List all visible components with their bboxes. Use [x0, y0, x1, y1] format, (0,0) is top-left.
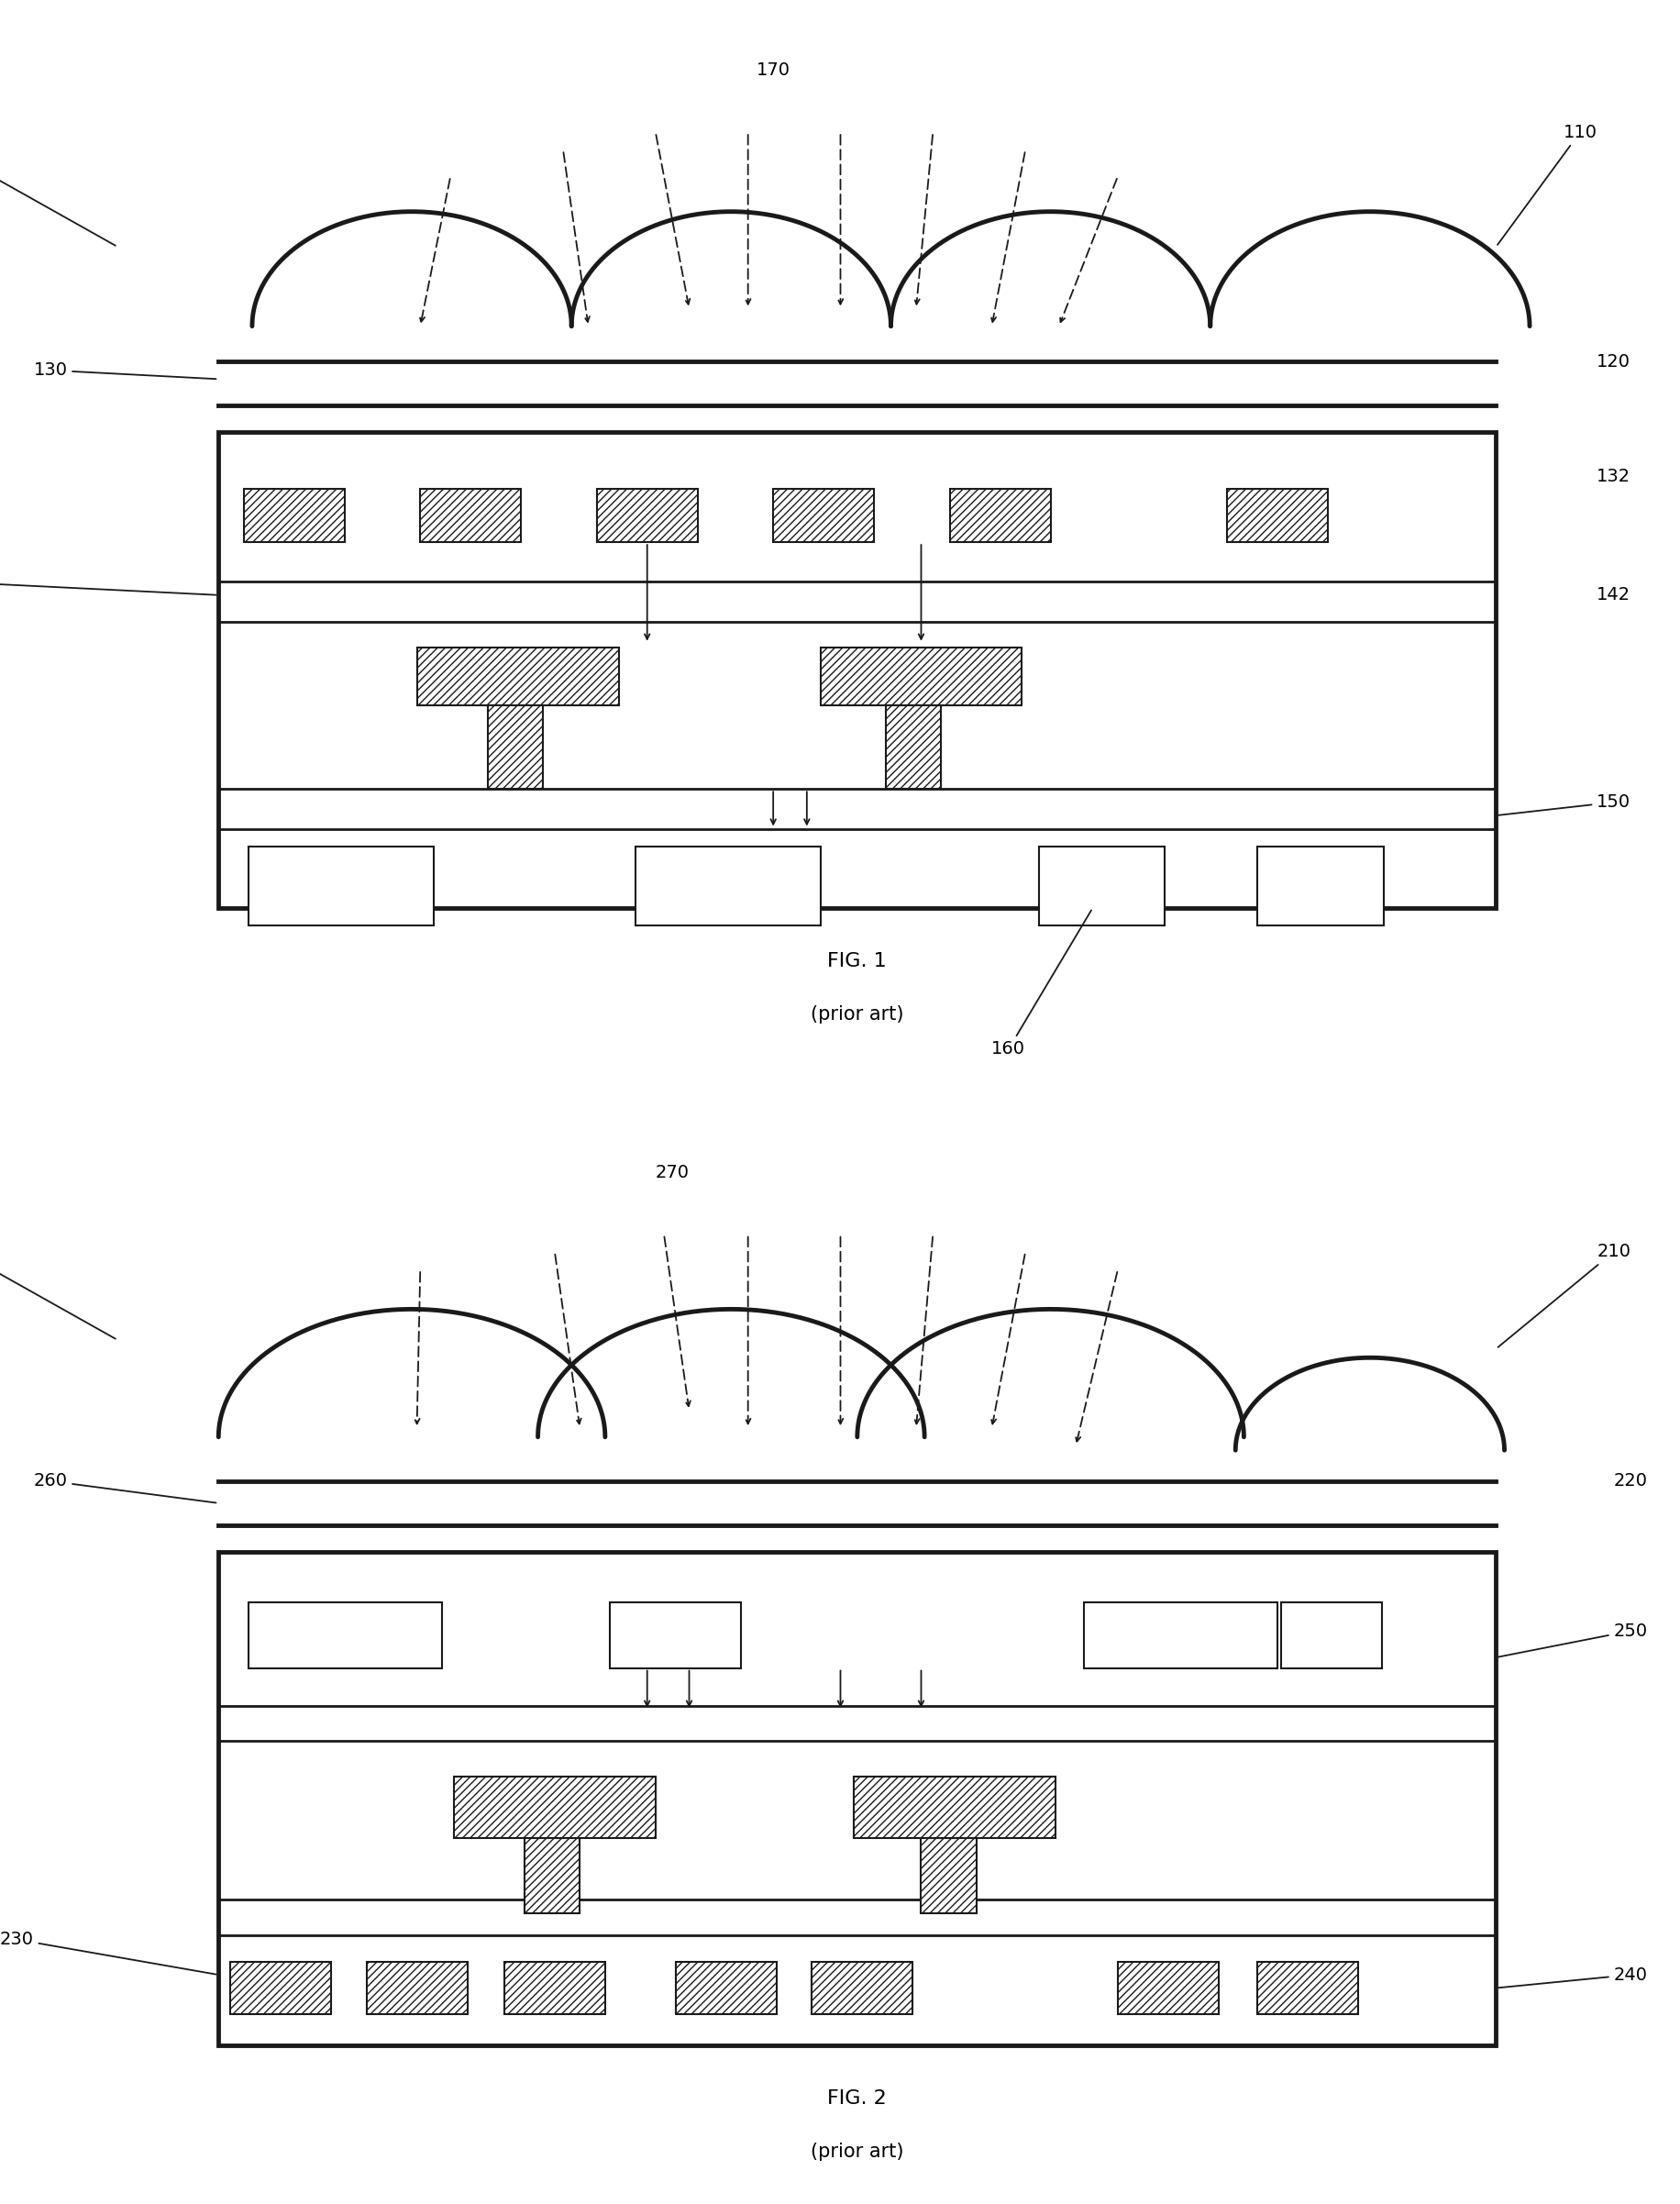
Text: 220: 220	[1613, 1472, 1646, 1490]
Text: 270: 270	[655, 1164, 689, 1181]
Bar	[820, 648, 1021, 705]
Text: 130: 130	[34, 361, 215, 379]
Bar	[244, 489, 344, 542]
Text: 160: 160	[991, 910, 1090, 1058]
Text: 150: 150	[1499, 793, 1630, 815]
Bar	[853, 1776, 1055, 1838]
Text: 120: 120	[1596, 353, 1630, 370]
Bar	[811, 1962, 912, 2014]
Bar	[921, 1838, 976, 1913]
Text: 100: 100	[0, 106, 116, 245]
Bar	[454, 1776, 655, 1838]
Bar	[1257, 846, 1383, 926]
Bar	[1038, 846, 1164, 926]
Text: FIG. 2: FIG. 2	[827, 2089, 887, 2107]
Bar	[1257, 1962, 1357, 2014]
Text: 170: 170	[756, 62, 790, 79]
Bar	[218, 432, 1495, 908]
Bar	[949, 489, 1050, 542]
Text: (prior art): (prior art)	[810, 2142, 904, 2160]
Text: 230: 230	[0, 1931, 217, 1975]
Bar	[420, 489, 521, 542]
Bar	[596, 489, 697, 542]
Text: 260: 260	[34, 1472, 215, 1503]
Bar	[773, 489, 874, 542]
Bar	[218, 1552, 1495, 2045]
Bar	[504, 1962, 605, 2014]
Bar	[885, 705, 941, 789]
Bar	[487, 705, 543, 789]
Text: 250: 250	[1497, 1622, 1646, 1657]
Text: 240: 240	[1499, 1966, 1646, 1988]
Bar	[675, 1962, 776, 2014]
Text: 210: 210	[1497, 1243, 1630, 1347]
Bar	[230, 1962, 331, 2014]
Text: 142: 142	[1596, 586, 1630, 604]
Bar	[1117, 1962, 1218, 2014]
Text: 132: 132	[1596, 467, 1630, 485]
Bar	[1226, 489, 1327, 542]
Bar	[1280, 1602, 1381, 1668]
Text: (prior art): (prior art)	[810, 1005, 904, 1023]
Text: 110: 110	[1497, 123, 1596, 245]
Text: 140: 140	[0, 573, 215, 595]
Bar	[417, 648, 618, 705]
Bar	[366, 1962, 467, 2014]
Bar	[635, 846, 820, 926]
Text: FIG. 1: FIG. 1	[827, 952, 887, 970]
Bar	[610, 1602, 741, 1668]
Text: 200: 200	[0, 1199, 116, 1338]
Bar	[1084, 1602, 1277, 1668]
Bar	[249, 1602, 442, 1668]
Bar	[249, 846, 433, 926]
Bar	[524, 1838, 580, 1913]
